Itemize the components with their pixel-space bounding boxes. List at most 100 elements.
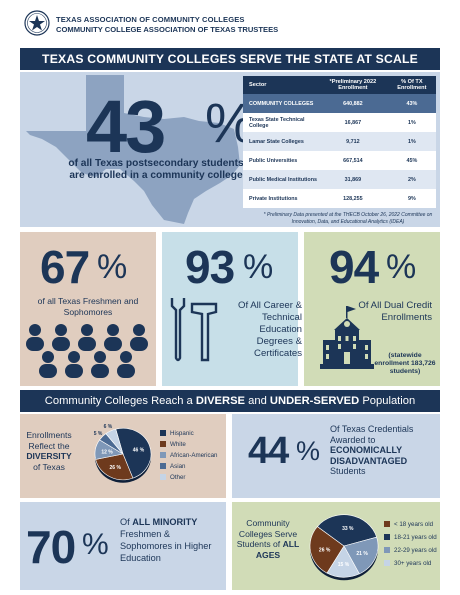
stat-44-text-bold: ECONOMICALLY DISADVANTAGED: [330, 445, 408, 466]
legend-item: Asian: [160, 461, 217, 472]
banner-text-post: Population: [359, 395, 416, 407]
stat-94-percent-sign: %: [386, 248, 417, 286]
legend-label: < 18 years old: [394, 521, 434, 528]
legend-swatch: [384, 547, 390, 553]
diversity-pie-chart: 46 % 26 % 12 % 5 %6 %: [94, 424, 152, 483]
legend-label: 30+ years old: [394, 560, 432, 567]
stat-94-number: 94: [329, 241, 379, 293]
banner-text-mid: and: [245, 395, 270, 407]
pie-data-label: 12 %: [101, 449, 113, 455]
table-row: Private Institutions 128,255 9%: [243, 189, 436, 208]
ages-label: Community Colleges Serve Students of ALL…: [234, 518, 302, 560]
stat-70-description: Of ALL MINORITY Freshmen & Sophomores in…: [120, 516, 224, 564]
diversity-legend: Hispanic White African-American Asian Other: [160, 428, 217, 483]
col-header-percent: % Of TX Enrollment: [387, 76, 436, 94]
stat-44-panel: [232, 414, 440, 498]
legend-swatch: [160, 463, 166, 469]
stat-93-description: Of All Career & Technical Education Degr…: [238, 300, 302, 359]
table-cell: 1%: [387, 113, 436, 132]
pie-data-label: 15 %: [338, 562, 350, 568]
stat-67-panel: [20, 232, 156, 386]
diversity-label-bold: DIVERSITY: [26, 451, 72, 461]
legend-swatch: [160, 430, 166, 436]
diversity-label-pre: Enrollments Reflect the: [26, 430, 72, 451]
table-row: Public Universities 667,514 45%: [243, 151, 436, 170]
ages-label-bold: ALL AGES: [255, 539, 300, 560]
legend-item: African-American: [160, 450, 217, 461]
table-cell: 31,869: [318, 170, 388, 189]
legend-label: Hispanic: [170, 430, 194, 437]
stat-67-number: 67: [40, 241, 90, 293]
table-cell: Lamar State Colleges: [243, 132, 319, 151]
pie-slice-white: [95, 453, 134, 481]
pie-data-label: 6 %: [104, 424, 113, 430]
legend-item: 18-21 years old: [384, 531, 437, 544]
pie-data-label: 26 %: [319, 547, 331, 553]
table-cell: 16,867: [318, 113, 388, 132]
stat-70-text-bold: ALL MINORITY: [132, 517, 198, 527]
ages-pie-chart: 26 % 33 % 21 % 15 %: [309, 514, 379, 581]
table-cell: Public Medical Institutions: [243, 170, 319, 189]
table-cell: 43%: [387, 94, 436, 113]
table-cell: 9%: [387, 189, 436, 208]
enrollment-table: Sector *Preliminary 2022 Enrollment % Of…: [243, 76, 436, 208]
stat-44-description: Of Texas Credentials Awarded to ECONOMIC…: [330, 424, 440, 477]
pie-data-label: 33 %: [342, 526, 354, 532]
stat-93-number: 93: [185, 241, 235, 293]
stat-44-text-pre: Of Texas Credentials Awarded to: [330, 424, 414, 445]
stat-93-percent-sign: %: [243, 248, 274, 286]
banner-text-diverse: DIVERSE: [195, 395, 246, 407]
stat-70-panel: [20, 502, 226, 590]
table-cell: 128,255: [318, 189, 388, 208]
pie-slice-18-21-years-old: [316, 514, 377, 547]
legend-item: Hispanic: [160, 428, 217, 439]
pie-slice-hispanic: [115, 427, 152, 479]
table-cell: 9,712: [318, 132, 388, 151]
table-cell: 667,514: [318, 151, 388, 170]
table-cell: COMMUNITY COLLEGES: [243, 94, 319, 113]
diversity-label: Enrollments Reflect the DIVERSITY of Tex…: [22, 430, 76, 472]
legend-swatch: [384, 521, 390, 527]
wrench-hammer-icon: [170, 298, 218, 362]
legend-item: White: [160, 439, 217, 450]
table-cell: 640,882: [318, 94, 388, 113]
ages-label-pre: Community Colleges Serve Students of: [236, 518, 298, 549]
pie-slice--18-years-old: [309, 526, 345, 574]
table-cell: Private Institutions: [243, 189, 319, 208]
stat-44-percent-sign: %: [296, 436, 321, 466]
legend-swatch: [160, 474, 166, 480]
legend-label: Asian: [170, 463, 186, 470]
legend-label: Other: [170, 474, 186, 481]
col-header-sector: Sector: [243, 76, 319, 94]
table-cell: 1%: [387, 132, 436, 151]
legend-swatch: [160, 452, 166, 458]
org-name-line2: COMMUNITY COLLEGE ASSOCIATION OF TEXAS T…: [56, 25, 279, 34]
stat-93-panel: [162, 232, 298, 386]
school-building-icon: [320, 306, 374, 369]
table-cell: Texas State Technical College: [243, 113, 319, 132]
stat-70-text-post: Freshmen & Sophomores in Higher Educatio…: [120, 529, 212, 563]
legend-swatch: [160, 441, 166, 447]
stat-44-number: 44: [248, 430, 289, 472]
table-row: Texas State Technical College 16,867 1%: [243, 113, 436, 132]
title-banner: TEXAS COMMUNITY COLLEGES SERVE THE STATE…: [20, 48, 440, 70]
table-cell: 45%: [387, 151, 436, 170]
stat-43-number: 43: [86, 85, 166, 168]
legend-label: African-American: [170, 452, 218, 459]
org-name-line1: TEXAS ASSOCIATION OF COMMUNITY COLLEGES: [56, 15, 245, 24]
legend-swatch: [384, 560, 390, 566]
table-row: Lamar State Colleges 9,712 1%: [243, 132, 436, 151]
table-row: Public Medical Institutions 31,869 2%: [243, 170, 436, 189]
ages-legend: < 18 years old 18-21 years old 22-29 years…: [384, 518, 437, 570]
diverse-banner: Community Colleges Reach a DIVERSE and U…: [20, 390, 440, 412]
pie-slice-30-years-old: [326, 545, 360, 578]
star-seal-logo: [24, 10, 50, 36]
pie-data-label: 46 %: [133, 447, 145, 453]
stat-70-percent-sign: %: [82, 528, 109, 561]
pie-slice-other: [105, 428, 124, 455]
legend-label: 22-29 years old: [394, 547, 437, 554]
pie-slice-22-29-years-old: [343, 536, 379, 575]
legend-item: Other: [160, 472, 217, 483]
stat-67-percent-sign: %: [97, 248, 128, 286]
table-cell: 2%: [387, 170, 436, 189]
